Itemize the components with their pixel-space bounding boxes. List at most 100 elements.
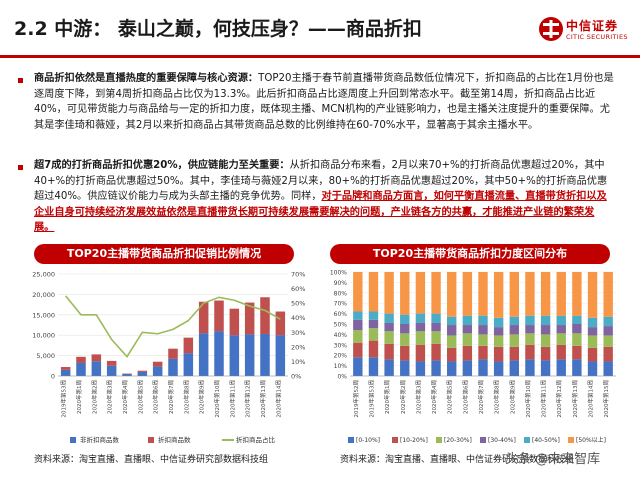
legend-swatch <box>524 437 530 443</box>
citic-logo-icon <box>539 17 563 41</box>
bar-non-discount <box>214 331 224 376</box>
bar-non-discount <box>198 333 209 376</box>
paragraph-highlight: 对于品牌和商品方面言，如何平衡直播流量、直播带货折扣以及企业自身可持续经济发展效… <box>34 191 607 233</box>
bar-segment <box>556 325 566 334</box>
bar-segment <box>462 272 473 316</box>
x-tick-label: 2020年第10周 <box>213 380 221 418</box>
x-tick-label: 2019年第53周 <box>60 380 68 418</box>
bar-non-discount <box>183 353 194 376</box>
x-tick-label: 2020年第8周 <box>493 380 501 414</box>
bar-segment <box>556 359 566 376</box>
x-tick-label: 2020年第7周 <box>167 380 175 414</box>
legend-swatch <box>568 437 574 443</box>
bar-discount <box>244 302 255 335</box>
paragraph-body: TOP20主播于春节前直播带货商品数低位情况下，折扣商品的占比在1月份也是逐周度… <box>34 73 614 131</box>
x-tick-label: 2020年第6周 <box>152 380 160 414</box>
brand-logo: 中信证券 CITIC SECURITIES <box>538 14 634 46</box>
bar-non-discount <box>122 373 132 376</box>
bar-non-discount <box>152 366 163 376</box>
x-tick-label: 2020年第8周 <box>182 380 190 414</box>
bar-segment <box>493 317 504 328</box>
bar-segment <box>400 324 410 334</box>
line-discount-share <box>65 295 281 358</box>
legend-swatch <box>480 437 486 443</box>
bar-segment <box>415 361 426 376</box>
bar-segment <box>353 311 363 320</box>
legend-swatch <box>348 437 354 443</box>
y2-tick-label: 70% <box>291 271 305 279</box>
legend-swatch <box>70 437 76 443</box>
bar-segment <box>525 359 535 376</box>
y-tick-label: 80% <box>334 290 348 297</box>
bar-segment <box>384 272 394 314</box>
bar-segment <box>400 272 410 315</box>
bar-segment <box>587 347 598 362</box>
bar-discount <box>152 361 163 367</box>
bar-segment <box>415 344 426 362</box>
legend-label: [50%以上] <box>576 436 606 444</box>
bar-discount <box>106 360 117 366</box>
bar-non-discount <box>260 333 270 376</box>
bar-non-discount <box>76 362 86 376</box>
bar-segment <box>572 315 582 324</box>
bar-segment <box>509 346 519 361</box>
bar-segment <box>353 342 363 358</box>
y-tick-label: 0% <box>337 374 347 381</box>
bar-segment <box>493 346 504 362</box>
bar-segment <box>431 360 441 376</box>
bar-segment <box>431 331 441 344</box>
legend-label: 折扣商品占比 <box>236 435 276 444</box>
x-tick-label: 2020年第12周 <box>555 380 563 418</box>
bar-segment <box>384 313 394 323</box>
bar-non-discount <box>244 334 255 376</box>
paragraph-body: 从折扣商品分布来看，2月以来70+%的打折商品优惠超过20%，其中40+%的打折… <box>34 160 608 202</box>
x-tick-label: 2020年第3周 <box>414 380 422 414</box>
bar-segment <box>540 334 551 347</box>
bar-segment <box>572 345 582 360</box>
y2-tick-label: 60% <box>291 285 305 293</box>
bar-segment <box>353 319 363 331</box>
logo-en-text: CITIC SECURITIES <box>566 33 628 41</box>
bar-segment <box>462 345 473 361</box>
bar-segment <box>603 326 613 336</box>
bar-non-discount <box>91 361 102 376</box>
bar-segment <box>540 360 551 376</box>
y-tick-label: 50% <box>334 322 348 329</box>
bar-segment <box>525 333 535 345</box>
x-tick-label: 2020年第6周 <box>461 380 469 414</box>
bar-segment <box>353 357 363 376</box>
bar-segment <box>353 272 363 312</box>
bar-segment <box>493 272 504 318</box>
y-tick-label: 20,000 <box>32 291 55 299</box>
bar-segment <box>415 272 426 314</box>
page-title: 2.2 中游： 泰山之巅，何技压身？——商品折扣 <box>14 18 422 40</box>
chart-discount-distribution: 0% 10% 20% 30% 40% 50% 60% 70% 80% 90% 100% 2019年第5… <box>330 270 616 444</box>
bar-non-discount <box>229 335 240 376</box>
bar-segment <box>415 331 426 345</box>
bar-discount <box>260 297 270 334</box>
source-note-right: 资料来源：淘宝直播、直播眼、中信证券研究部数据科技组 <box>340 455 575 465</box>
bar-segment <box>478 359 488 376</box>
x-tick-label: 2019年第52周 <box>352 380 360 418</box>
bar-segment <box>384 343 394 360</box>
bar-segment <box>587 272 598 318</box>
bar-segment <box>509 360 519 376</box>
bar-segment <box>587 335 598 348</box>
bar-discount <box>60 367 71 370</box>
bar-segment <box>400 314 410 324</box>
legend-label: [0-10%] <box>356 437 380 444</box>
x-tick-label: 2020年第5周 <box>446 380 454 414</box>
x-tick-label: 2020年第13周 <box>259 380 267 418</box>
bar-segment <box>603 316 613 327</box>
paragraph-lead: 商品折扣依然是直播热度的重要保障与核心资源： <box>34 73 259 84</box>
bar-discount <box>229 308 240 336</box>
bar-segment <box>587 361 598 376</box>
y-tick-label: 20% <box>334 353 348 360</box>
bar-segment <box>400 345 410 361</box>
y2-tick-label: 30% <box>291 329 305 337</box>
x-tick-label: 2020年第12周 <box>244 380 252 418</box>
bar-segment <box>400 333 410 346</box>
bar-segment <box>431 322 441 332</box>
y2-tick-label: 10% <box>291 358 305 366</box>
bar-segment <box>572 333 582 346</box>
